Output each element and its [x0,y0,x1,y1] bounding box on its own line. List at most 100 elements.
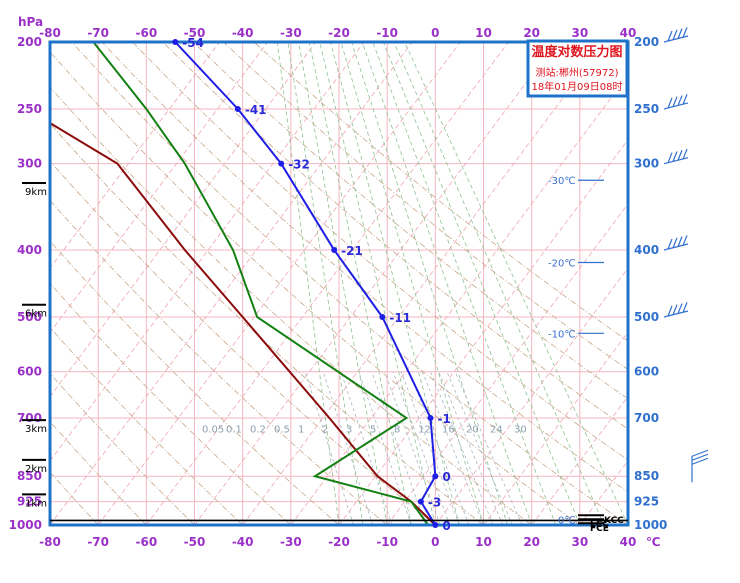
wind-barb-flag [672,96,678,107]
mixing-ratio-line [304,371,354,525]
mixing-ratio-line [438,371,504,525]
skewed-isotherm [50,42,413,525]
pressure-tick-label-left: 700 [17,411,42,425]
pressure-tick-label-right: 925 [634,495,659,509]
wind-barb-low-feather [691,453,709,461]
height-mark-label: 3km [25,424,47,435]
dry-adiabat [132,42,628,461]
y-unit-label: hPa [18,15,43,29]
wind-barb-shaft [663,102,689,110]
mixing-ratio-label: 16 [442,425,455,436]
wind-barb-flag [677,236,683,247]
moist-adiabat [298,42,388,525]
temperature-point [278,160,285,167]
wind-barb-flag [677,95,683,106]
x-tick-label-top: -30 [280,26,302,40]
moist-adiabat [372,42,557,525]
dry-adiabat [50,199,388,525]
dry-adiabat [50,420,147,525]
temperature-point [432,522,439,528]
mixing-ratio-label: 20 [466,425,479,436]
temperature-point-label: -41 [245,103,267,117]
mixing-ratio-line [454,371,523,525]
x-tick-label-top: -70 [87,26,109,40]
mixing-ratio-label: 3 [346,425,352,436]
pressure-tick-label-left: 250 [17,102,42,116]
skewed-isotherm [435,267,628,525]
mixing-ratio-line [446,371,513,525]
x-tick-label-top: 0 [431,26,439,40]
isotherm-label: -20℃ [548,259,576,270]
wind-barb-flag [667,152,673,163]
skew-lines [0,42,740,525]
wind-barb-flag [667,305,673,317]
wind-barb-low-feather [691,449,709,457]
x-tick-label-bottom: 40 [620,535,637,549]
pressure-tick-label-right: 700 [634,411,659,425]
chart-grid [50,42,628,525]
height-mark-label: 2km [25,464,47,475]
temperature-point [331,247,338,254]
wind-barb-flag [682,302,688,313]
skewed-isotherm [579,460,628,525]
legend-title: 温度对数压力图 [531,44,622,60]
temperature-point [172,39,179,45]
moist-adiabat [329,42,460,525]
mixing-ratio-line [340,371,393,525]
pressure-tick-label-right: 600 [634,365,659,379]
dry-adiabat [50,122,484,525]
x-tick-label-top: 40 [620,26,637,40]
dewpoint-curve [92,42,429,525]
pressure-tick-label-left: 925 [17,495,42,509]
mixing-ratio-label: 12 [418,425,431,436]
dry-adiabat [50,282,292,525]
temperature-point-label: -21 [341,244,363,258]
dry-adiabat [71,42,628,525]
wind-barb [663,27,689,43]
plot-frame [48,40,630,527]
dry-adiabat [0,42,2,525]
x-tick-label-bottom: -20 [328,535,350,549]
temperature-point-label: -1 [438,412,451,426]
x-tick-label-bottom: -50 [184,535,206,549]
pressure-tick-label-right: 200 [634,35,659,49]
mixing-ratio-label: 2 [322,425,328,436]
isotherm-label: -10℃ [548,329,576,340]
skewed-isotherm [50,42,365,462]
dry-adiabat [50,160,436,525]
wind-barb-shaft [663,243,689,251]
x-tick-label-bottom: 30 [571,535,588,549]
wind-barb-flag [672,29,678,41]
wind-barb-flag [677,303,683,314]
x-tick-label-bottom: -60 [135,535,157,549]
moist-adiabat [340,42,484,525]
pressure-tick-label-right: 400 [634,243,659,257]
x-tick-label-bottom: -40 [232,535,254,549]
moist-adiabat [319,42,436,525]
x-tick-label-top: -10 [376,26,398,40]
wind-barb-shaft [663,310,689,318]
mixing-ratio-label: 1 [298,425,304,436]
level-marker-label: KCC [604,516,624,526]
dry-adiabat [223,42,628,371]
mixing-ratio-label: 0.1 [226,425,242,436]
pressure-tick-label-left: 300 [17,157,42,171]
x-tick-label-top: 20 [523,26,540,40]
x-tick-label-bottom: 0 [431,535,439,549]
moist-adiabat [308,42,412,525]
skewed-isotherm [531,395,628,525]
x-tick-label-bottom: 10 [475,535,492,549]
x-tick-label-top: -50 [184,26,206,40]
skewed-isotherm [724,42,740,525]
pressure-tick-label-left: 500 [17,310,42,324]
pressure-tick-label-right: 500 [634,310,659,324]
mixing-ratio-label: 8 [394,425,400,436]
x-tick-label-bottom: -10 [376,535,398,549]
legend-box: 温度对数压力图 测站:郴州(57972) 18年01月09日08时 [526,39,629,98]
wind-barb-flag [672,151,678,162]
x-tick-label-top: -40 [232,26,254,40]
mixing-ratio-label: 0.2 [250,425,266,436]
wind-barb [663,148,689,165]
wind-barb-flag [682,94,688,105]
tick-layer: -80-80-70-70-60-60-50-50-40-40-30-30-20-… [9,26,668,549]
